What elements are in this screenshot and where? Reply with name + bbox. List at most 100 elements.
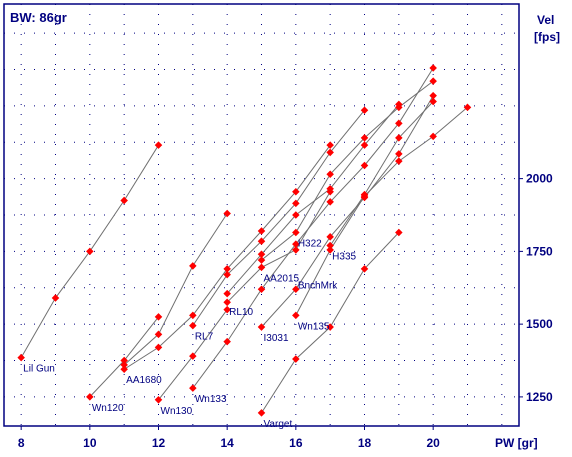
series-line xyxy=(226,104,400,294)
data-point xyxy=(257,256,266,264)
data-point xyxy=(395,119,403,128)
data-point xyxy=(86,393,94,401)
data-point xyxy=(429,64,437,72)
data-point xyxy=(189,311,197,320)
data-point xyxy=(17,353,25,362)
data-point xyxy=(292,240,300,248)
data-point xyxy=(154,313,163,321)
series-label: AA2015 xyxy=(264,273,300,284)
tick-label-group: 8 10 12 14 16 18 20 1250 1500 1750 2000 xyxy=(18,172,553,450)
data-point xyxy=(257,227,266,235)
data-point xyxy=(223,209,231,218)
data-point xyxy=(257,409,266,417)
data-point xyxy=(223,270,231,279)
series-label: AA1680 xyxy=(126,375,162,386)
data-point xyxy=(257,237,266,245)
series-label: BnchMrk xyxy=(298,281,338,292)
series-label: H322 xyxy=(298,238,322,249)
data-point xyxy=(292,285,300,293)
chart-title: BW: 86gr xyxy=(10,10,67,25)
data-point xyxy=(189,384,197,392)
series-line xyxy=(192,109,365,326)
x-tick-label: 10 xyxy=(83,436,97,450)
data-point xyxy=(257,285,266,293)
marker-group xyxy=(17,64,472,417)
y-tick-label: 2000 xyxy=(526,172,553,186)
data-point xyxy=(395,157,403,165)
data-point xyxy=(360,161,369,170)
plot-frame xyxy=(3,3,520,427)
data-point xyxy=(292,228,300,237)
grid xyxy=(4,4,519,426)
series-group xyxy=(20,67,468,414)
data-point xyxy=(326,148,334,157)
y-tick-label: 1500 xyxy=(526,317,553,331)
y-axis-label-unit: [fps] xyxy=(534,30,560,44)
data-point xyxy=(292,211,300,219)
y-tick-label: 1250 xyxy=(526,390,553,404)
data-point xyxy=(326,198,334,206)
data-point xyxy=(326,170,334,179)
data-point xyxy=(86,247,94,256)
data-point xyxy=(292,199,300,208)
data-point xyxy=(189,352,197,360)
series-label: Wn120 xyxy=(92,403,124,414)
x-tick-label: 16 xyxy=(289,436,303,450)
data-point xyxy=(326,185,334,193)
series-label-group: Lil Gun Wn120 Wn130 AA1680 RL7 RL10 AA2015 Wn13… xyxy=(23,238,356,429)
data-point xyxy=(429,132,437,141)
data-point xyxy=(326,246,334,254)
data-point xyxy=(189,262,197,270)
series-label: Wn130 xyxy=(161,406,193,417)
series-label: H335 xyxy=(332,252,356,263)
data-point xyxy=(223,337,231,346)
series-line xyxy=(123,144,331,370)
data-point xyxy=(189,321,197,330)
data-point xyxy=(154,330,163,339)
series-line xyxy=(226,191,331,303)
data-point xyxy=(360,265,369,273)
series-line xyxy=(261,232,400,414)
data-point xyxy=(463,103,472,112)
x-tick-label: 12 xyxy=(152,436,166,450)
data-point xyxy=(292,187,300,196)
x-tick-label: 20 xyxy=(426,436,440,450)
data-point xyxy=(120,196,128,205)
x-tick-label: 14 xyxy=(220,436,234,450)
series-label: Lil Gun xyxy=(23,364,55,375)
data-point xyxy=(395,134,403,142)
data-point xyxy=(154,141,163,149)
series-line xyxy=(329,101,434,246)
data-point xyxy=(326,233,334,241)
data-point xyxy=(154,343,163,352)
data-point xyxy=(360,141,369,149)
data-point xyxy=(429,97,437,106)
y-axis-label-vel: Vel xyxy=(537,13,554,27)
data-point xyxy=(120,361,128,369)
x-tick-label: 8 xyxy=(18,436,25,450)
data-point xyxy=(292,246,300,254)
data-point xyxy=(292,311,300,320)
series-label: Wn133 xyxy=(195,394,227,405)
data-point xyxy=(223,298,231,307)
data-point xyxy=(154,396,163,404)
data-point xyxy=(429,77,437,85)
series-label: Wn135 xyxy=(298,321,330,332)
data-point xyxy=(51,294,60,302)
series-line xyxy=(192,67,434,389)
series-label: Varget xyxy=(264,419,293,430)
data-point xyxy=(223,305,231,314)
data-point xyxy=(360,192,369,200)
data-point xyxy=(257,323,266,331)
x-axis-label: PW [gr] xyxy=(495,436,538,450)
series-line xyxy=(261,80,434,261)
data-point xyxy=(395,228,403,237)
data-point xyxy=(326,141,334,149)
series-label: RL7 xyxy=(195,332,214,343)
data-point xyxy=(223,289,231,298)
data-point xyxy=(360,134,369,142)
series-line xyxy=(261,95,434,328)
x-tick-label: 18 xyxy=(358,436,372,450)
